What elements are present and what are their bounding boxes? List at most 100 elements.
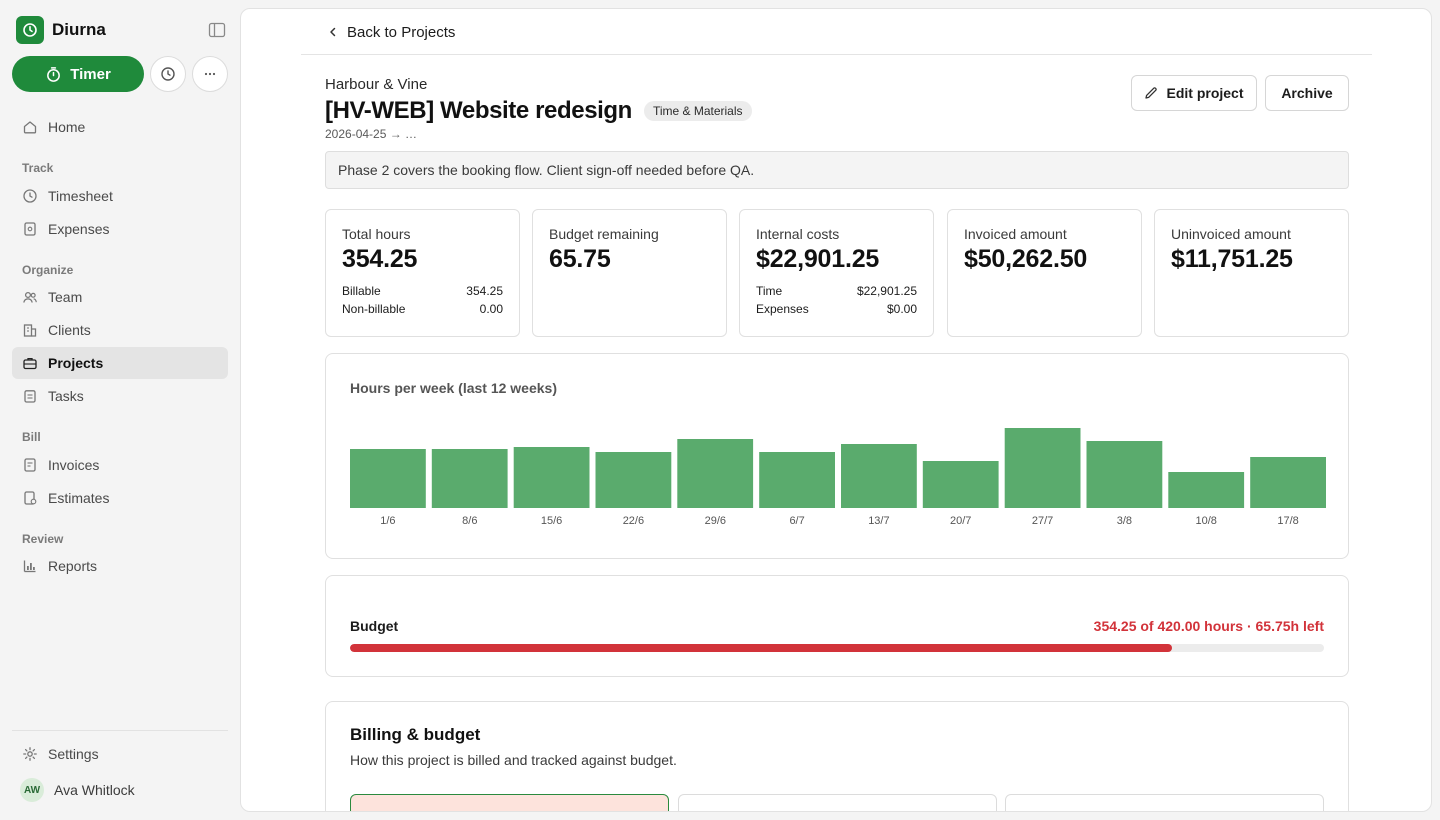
stat-row-time: Time $22,901.25 [756, 282, 917, 300]
chart-bar-10/8 [1168, 472, 1245, 508]
stat-row-label: Non-billable [342, 302, 406, 316]
stat-label: Internal costs [756, 226, 840, 242]
chart-bar-8/6 [431, 449, 508, 508]
stat-row-label: Expenses [756, 302, 809, 316]
project-notes: Phase 2 covers the booking flow. Client … [325, 151, 1349, 189]
stat-budget-remaining: Budget remaining 65.75 [532, 209, 727, 337]
brand[interactable]: Diurna [16, 16, 106, 44]
gear-icon [23, 747, 37, 761]
sidebar-item-home[interactable]: Home [12, 111, 228, 143]
chart-tick-label: 15/6 [541, 515, 562, 527]
invoice-icon [24, 458, 36, 472]
sidebar-item-label: Invoices [48, 457, 100, 473]
edit-project-label: Edit project [1166, 85, 1244, 101]
sidebar-item-label: Expenses [48, 221, 110, 237]
sidebar-item-timesheet[interactable]: Timesheet [12, 180, 228, 212]
back-to-projects-link[interactable]: Back to Projects [327, 21, 455, 43]
hours-chart-card: Hours per week (last 12 weeks) 1/6 8/6 15/… [325, 353, 1349, 559]
back-label: Back to Projects [347, 23, 456, 41]
billing-option-3[interactable] [1005, 794, 1324, 811]
history-button[interactable] [150, 56, 186, 92]
budget-card: Budget 354.25 of 420.00 hours · 65.75h l… [325, 575, 1349, 677]
section-track: Track [22, 161, 54, 175]
more-button[interactable] [192, 56, 228, 92]
sidebar-item-label: Team [48, 289, 83, 305]
stat-row-value: 0.00 [479, 302, 503, 316]
sidebar-item-settings[interactable]: Settings [12, 738, 228, 770]
chart-tick-label: 6/7 [789, 515, 804, 527]
chart-tick-label: 20/7 [950, 515, 971, 527]
sidebar-item-reports[interactable]: Reports [12, 550, 228, 582]
sidebar-item-projects[interactable]: Projects [12, 347, 228, 379]
users-icon [23, 291, 37, 303]
sidebar-item-clients[interactable]: Clients [12, 314, 228, 346]
budget-progress-track [350, 644, 1324, 652]
stat-value: $11,751.25 [1171, 245, 1293, 273]
stat-internal-costs: Internal costs $22,901.25 Time $22,901.2… [739, 209, 934, 337]
sidebar-item-label: Reports [48, 558, 98, 574]
sidebar-toggle-icon[interactable] [208, 21, 226, 39]
stat-row-label: Billable [342, 284, 381, 298]
chart-bar-29/6 [677, 439, 754, 508]
chart-bar-3/8 [1086, 441, 1163, 508]
user-name: Ava Whitlock [54, 782, 135, 798]
briefcase-icon [23, 357, 37, 370]
sidebar-item-invoices[interactable]: Invoices [12, 449, 228, 481]
sidebar-item-label: Tasks [48, 388, 84, 404]
hours-bar-chart: 1/6 8/6 15/6 22/6 29/6 6/7 13/7 20/7 27/7 3/8 10/8… [350, 428, 1326, 527]
chart-tick-label: 8/6 [462, 515, 477, 527]
home-icon [23, 121, 37, 134]
clock-icon [23, 189, 37, 203]
stat-breakdown: Billable 354.25 Non-billable 0.00 [342, 282, 503, 318]
chart-tick-label: 27/7 [1032, 515, 1053, 527]
project-dates: 2026-04-25 → … [325, 127, 418, 141]
billing-option-1[interactable] [350, 794, 669, 811]
sidebar-item-label: Projects [48, 355, 104, 371]
chart-bar-15/6 [513, 447, 590, 508]
stat-label: Budget remaining [549, 226, 659, 242]
chart-bar-1/6 [350, 449, 426, 508]
sidebar: Diurna Timer Home Track Timesheet Expens… [0, 0, 240, 820]
section-review: Review [22, 532, 64, 546]
chart-tick-label: 1/6 [380, 515, 395, 527]
main-panel: Back to Projects Harbour & Vine [HV-WEB]… [240, 8, 1432, 812]
archive-button[interactable]: Archive [1265, 75, 1349, 111]
chart-bar-22/6 [595, 452, 672, 508]
stopwatch-icon [47, 66, 61, 82]
chart-bar-6/7 [759, 452, 835, 508]
stat-value: $22,901.25 [756, 245, 880, 273]
chart-bar-20/7 [922, 461, 999, 508]
stat-row-value: $22,901.25 [856, 284, 917, 298]
sidebar-item-tasks[interactable]: Tasks [12, 380, 228, 412]
stat-value: 65.75 [549, 245, 611, 273]
billing-option-2[interactable] [678, 794, 997, 811]
app-name: Diurna [52, 20, 106, 39]
building-icon [23, 324, 37, 337]
sidebar-item-label: Home [48, 119, 86, 135]
sidebar-item-expenses[interactable]: Expenses [12, 213, 228, 245]
sidebar-item-label: Estimates [48, 490, 110, 506]
sidebar-item-estimates[interactable]: Estimates [12, 482, 228, 514]
stat-value: $50,262.50 [964, 245, 1088, 273]
pencil-icon [1145, 87, 1158, 99]
chart-tick-label: 22/6 [623, 515, 644, 527]
sidebar-item-team[interactable]: Team [12, 281, 228, 313]
stat-invoiced-amount: Invoiced amount $50,262.50 [947, 209, 1142, 337]
receipt-icon [24, 222, 36, 236]
billing-type-badge: Time & Materials [643, 101, 752, 121]
timer-button[interactable]: Timer [12, 56, 144, 92]
avatar: AW [20, 778, 44, 802]
page-title: [HV-WEB] Website redesign [325, 97, 632, 124]
sidebar-item-label: Timesheet [48, 188, 113, 204]
chart-title: Hours per week (last 12 weeks) [350, 380, 557, 396]
section-bill: Bill [22, 430, 41, 444]
chart-bar-17/8 [1250, 457, 1326, 508]
chart-tick-label: 29/6 [705, 515, 726, 527]
stat-row-value: 354.25 [466, 284, 503, 298]
stat-row-expenses: Expenses $0.00 [756, 300, 917, 318]
user-menu[interactable]: AW Ava Whitlock [20, 778, 135, 802]
chart-tick-label: 3/8 [1117, 515, 1132, 527]
edit-project-button[interactable]: Edit project [1131, 75, 1257, 111]
budget-progress-fill [350, 644, 1172, 652]
timer-label: Timer [70, 65, 111, 83]
